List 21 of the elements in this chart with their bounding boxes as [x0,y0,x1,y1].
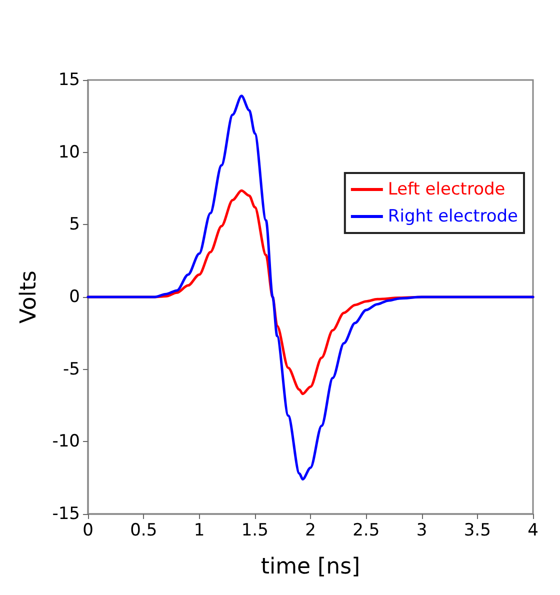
y-tick-label: 5 [69,214,80,235]
y-tick-label: -10 [52,432,80,452]
x-tick-label: 3 [416,520,428,540]
x-tick-label: 2.5 [352,520,380,540]
x-tick-label: 0 [82,520,94,540]
y-tick-label: 15 [58,70,80,90]
y-tick-label: -5 [63,359,80,380]
line-series [86,94,534,481]
y-tick-label: 10 [58,142,80,162]
y-tick-label: -15 [52,504,80,524]
y-tick-label: 0 [69,287,80,307]
x-tick-label: 1 [194,520,205,540]
legend-label: Left electrode [388,180,506,200]
x-tick-label: 3.5 [464,520,491,540]
x-tick-label: 0.5 [130,520,158,540]
x-tick-label: 4 [528,520,538,540]
x-tick-label: 2 [305,520,316,540]
y-axis-title: Volts [16,270,42,324]
x-axis-title: time [ns] [260,554,360,580]
legend-label: Right electrode [388,206,518,226]
x-tick-label: 1.5 [241,520,268,540]
